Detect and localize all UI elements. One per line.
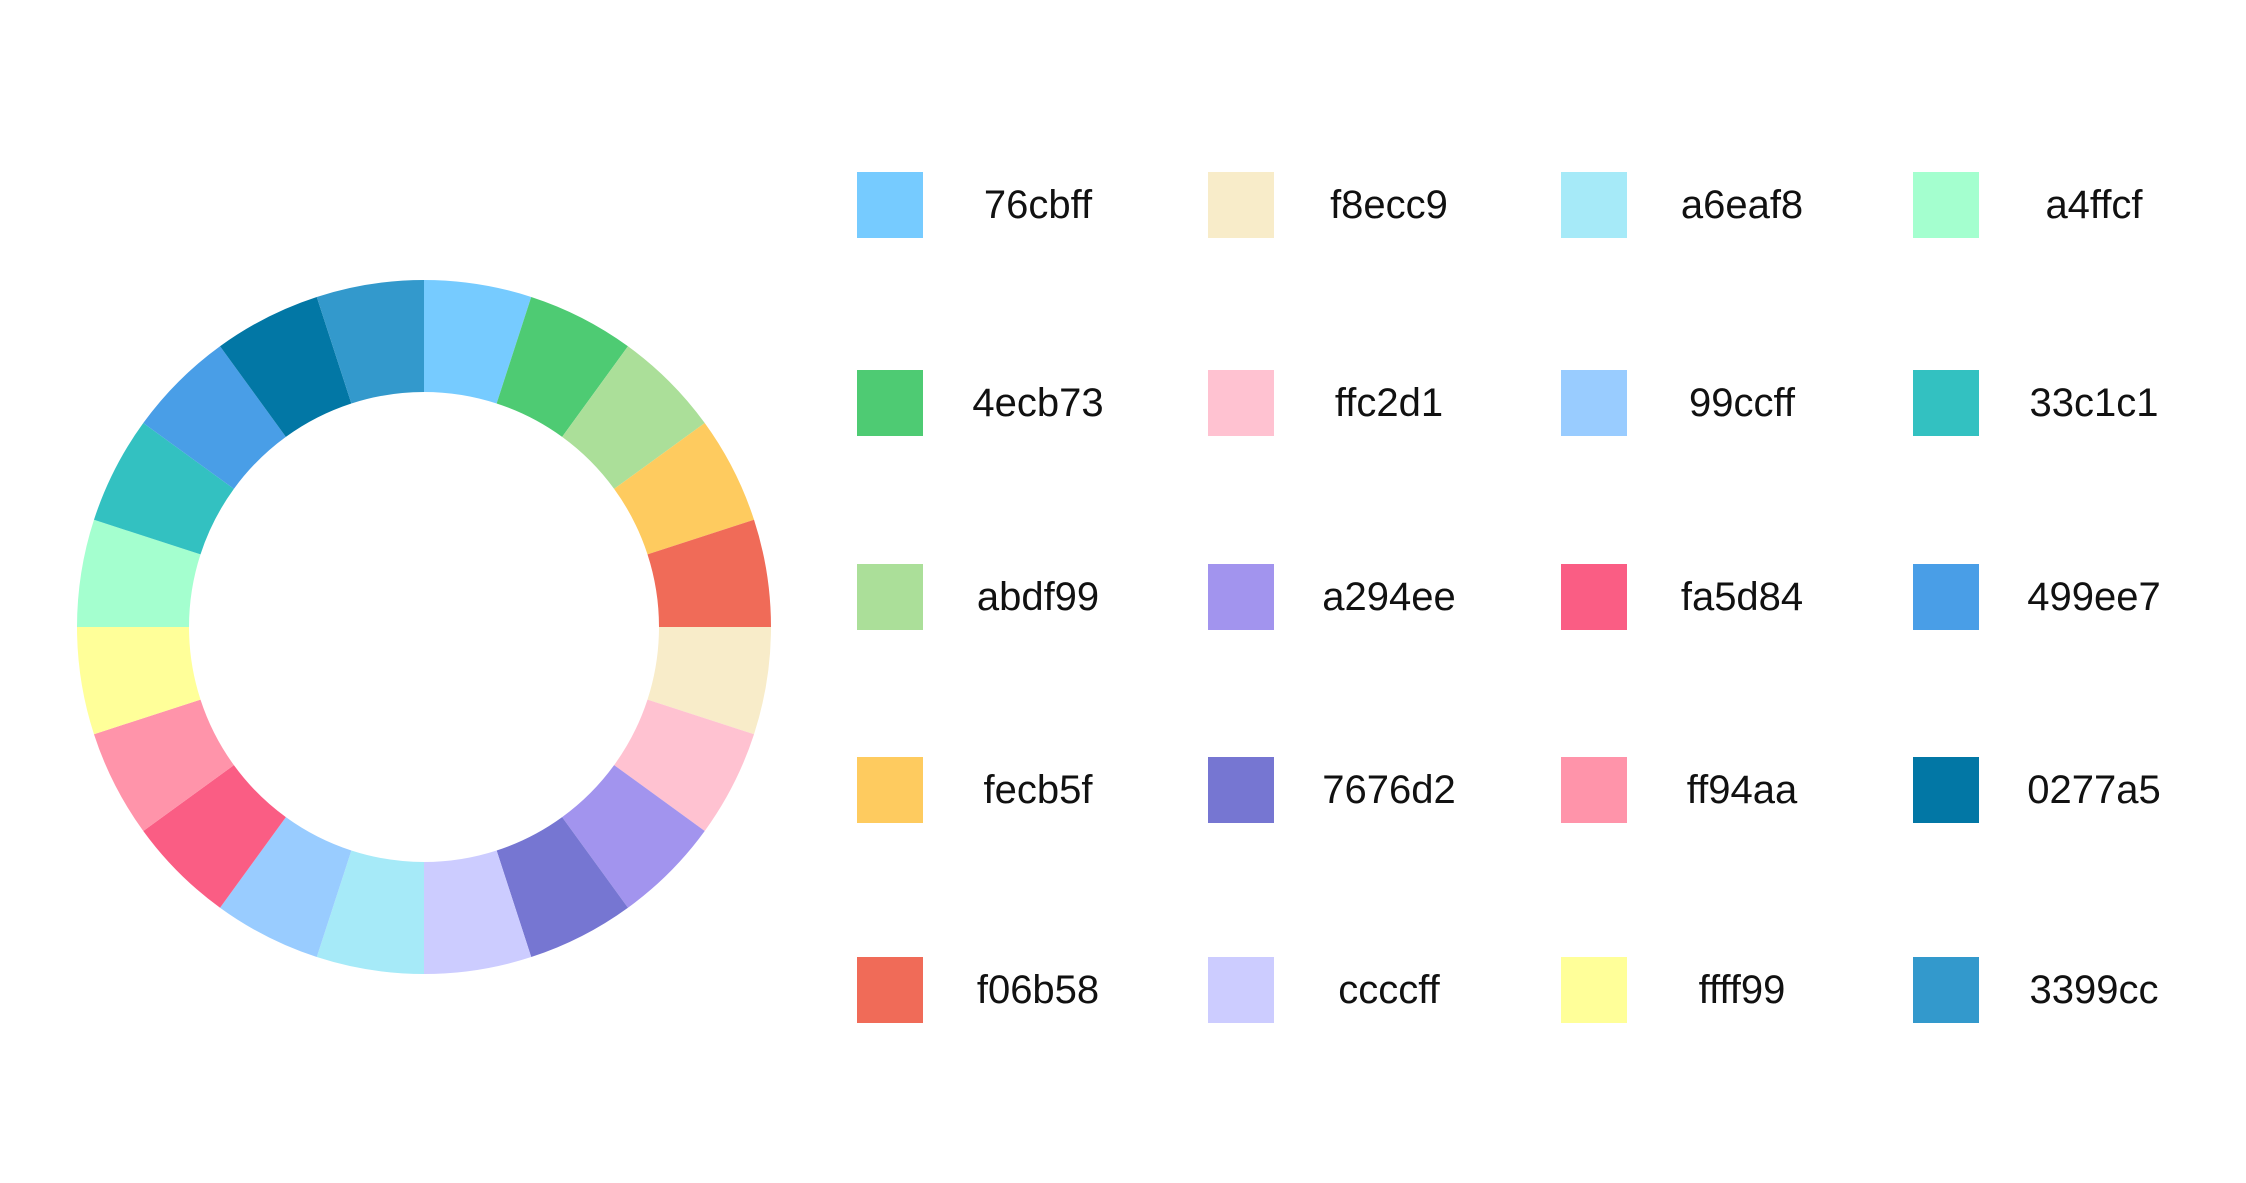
legend-item-f06b58: f06b58 bbox=[857, 933, 1157, 1023]
legend-swatch bbox=[1208, 564, 1274, 630]
legend-item-ffff99: ffff99 bbox=[1561, 933, 1861, 1023]
legend-swatch bbox=[1561, 370, 1627, 436]
legend-label: a4ffcf bbox=[2045, 183, 2143, 227]
legend-swatch bbox=[1208, 172, 1274, 238]
legend-label: 499ee7 bbox=[2027, 575, 2161, 619]
legend-label: 99ccff bbox=[1689, 381, 1795, 425]
legend-item-a4ffcf: a4ffcf bbox=[1913, 148, 2213, 238]
legend-item-abdf99: abdf99 bbox=[857, 540, 1157, 630]
legend-swatch bbox=[1208, 957, 1274, 1023]
legend-item-7676d2: 7676d2 bbox=[1208, 733, 1508, 823]
legend-swatch bbox=[1913, 957, 1979, 1023]
legend-item-ccccff: ccccff bbox=[1208, 933, 1508, 1023]
donut-slice-7676d2 bbox=[496, 817, 628, 958]
donut-slice-f06b58 bbox=[647, 519, 771, 627]
donut-slice-a6eaf8 bbox=[316, 850, 424, 974]
legend-label: 33c1c1 bbox=[2029, 381, 2159, 425]
legend-label: 76cbff bbox=[983, 183, 1093, 227]
legend-label: ccccff bbox=[1338, 968, 1440, 1012]
legend-item-ff94aa: ff94aa bbox=[1561, 733, 1861, 823]
legend-item-4ecb73: 4ecb73 bbox=[857, 346, 1157, 436]
legend-swatch bbox=[857, 370, 923, 436]
donut-slice-f8ecc9 bbox=[647, 627, 771, 735]
legend-swatch bbox=[1561, 564, 1627, 630]
legend-item-ffc2d1: ffc2d1 bbox=[1208, 346, 1508, 436]
legend-item-f8ecc9: f8ecc9 bbox=[1208, 148, 1508, 238]
legend-label: ffc2d1 bbox=[1334, 381, 1444, 425]
legend-swatch bbox=[857, 957, 923, 1023]
legend-label: 3399cc bbox=[2029, 968, 2159, 1012]
legend-swatch bbox=[1913, 757, 1979, 823]
legend-swatch bbox=[1208, 370, 1274, 436]
donut-slice-a294ee bbox=[562, 765, 705, 908]
legend-item-fa5d84: fa5d84 bbox=[1561, 540, 1861, 630]
legend-item-33c1c1: 33c1c1 bbox=[1913, 346, 2213, 436]
donut-slice-ff94aa bbox=[93, 699, 234, 831]
donut-chart bbox=[77, 280, 771, 974]
legend-item-a294ee: a294ee bbox=[1208, 540, 1508, 630]
legend-label: 0277a5 bbox=[2027, 768, 2161, 812]
legend-swatch bbox=[1561, 172, 1627, 238]
legend-item-3399cc: 3399cc bbox=[1913, 933, 2213, 1023]
legend-swatch bbox=[1561, 957, 1627, 1023]
legend-label: 7676d2 bbox=[1322, 768, 1456, 812]
donut-slice-0277a5 bbox=[220, 296, 352, 437]
legend-swatch bbox=[857, 172, 923, 238]
legend-label: fa5d84 bbox=[1680, 575, 1804, 619]
legend-item-76cbff: 76cbff bbox=[857, 148, 1157, 238]
legend-swatch bbox=[1913, 564, 1979, 630]
legend-swatch bbox=[1561, 757, 1627, 823]
donut-slice-ffff99 bbox=[77, 627, 201, 735]
legend-swatch bbox=[1913, 172, 1979, 238]
donut-slice-76cbff bbox=[424, 280, 532, 404]
legend-label: 4ecb73 bbox=[972, 381, 1104, 425]
legend-swatch bbox=[857, 757, 923, 823]
legend-swatch bbox=[1913, 370, 1979, 436]
donut-slice-a4ffcf bbox=[77, 519, 201, 627]
legend-label: abdf99 bbox=[976, 575, 1100, 619]
legend-label: fecb5f bbox=[983, 768, 1093, 812]
donut-slice-3399cc bbox=[316, 280, 424, 404]
legend-label: a6eaf8 bbox=[1680, 183, 1804, 227]
donut-slice-ffc2d1 bbox=[614, 699, 755, 831]
legend-label: f06b58 bbox=[976, 968, 1100, 1012]
donut-slice-abdf99 bbox=[562, 346, 705, 489]
legend-item-99ccff: 99ccff bbox=[1561, 346, 1861, 436]
legend-label: ffff99 bbox=[1698, 968, 1786, 1012]
legend-label: ff94aa bbox=[1686, 768, 1798, 812]
legend-swatch bbox=[1208, 757, 1274, 823]
donut-slice-33c1c1 bbox=[93, 423, 234, 555]
legend-item-0277a5: 0277a5 bbox=[1913, 733, 2213, 823]
legend-swatch bbox=[857, 564, 923, 630]
donut-slice-fecb5f bbox=[614, 423, 755, 555]
donut-slice-499ee7 bbox=[143, 346, 286, 489]
legend-label: a294ee bbox=[1322, 575, 1456, 619]
donut-slice-99ccff bbox=[220, 817, 352, 958]
donut-slice-fa5d84 bbox=[143, 765, 286, 908]
donut-slice-ccccff bbox=[424, 850, 532, 974]
legend-item-fecb5f: fecb5f bbox=[857, 733, 1157, 823]
legend-label: f8ecc9 bbox=[1330, 183, 1448, 227]
legend-item-499ee7: 499ee7 bbox=[1913, 540, 2213, 630]
legend-item-a6eaf8: a6eaf8 bbox=[1561, 148, 1861, 238]
donut-slice-4ecb73 bbox=[496, 296, 628, 437]
